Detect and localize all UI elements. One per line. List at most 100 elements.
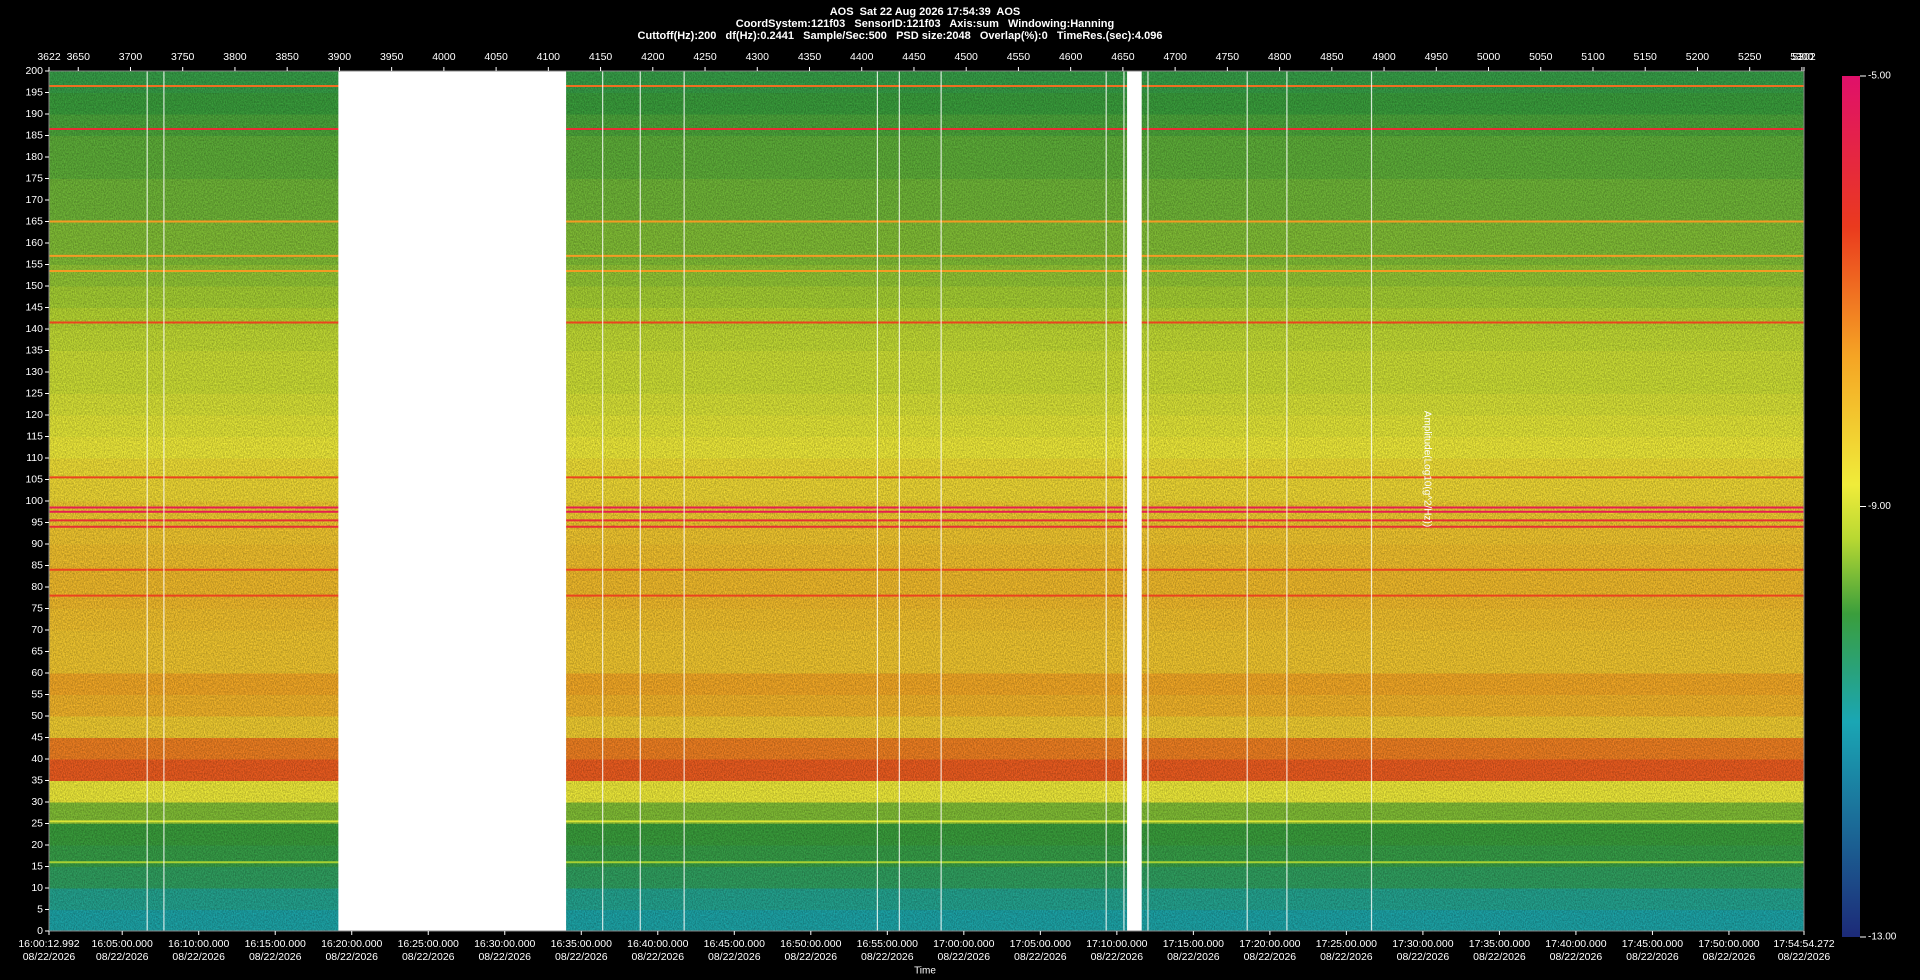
- y-tick-label: 70: [31, 624, 43, 636]
- x2-tick-label: 3622: [37, 51, 61, 63]
- x2-tick-label: 4700: [1163, 51, 1187, 63]
- x-tick-date: 08/22/2026: [785, 951, 838, 963]
- data-gap: [338, 71, 567, 931]
- x-tick-date: 08/22/2026: [555, 951, 608, 963]
- x-tick-date: 08/22/2026: [1244, 951, 1297, 963]
- x-tick-date: 08/22/2026: [1550, 951, 1603, 963]
- x2-tick-label: 4050: [484, 51, 508, 63]
- y-tick-label: 0: [37, 925, 43, 937]
- x2-tick-label: 4200: [641, 51, 665, 63]
- x-tick-date: 08/22/2026: [249, 951, 302, 963]
- y-tick-label: 80: [31, 581, 43, 593]
- y-tick-label: 35: [31, 774, 43, 786]
- x2-tick-label: 3800: [223, 51, 247, 63]
- y-tick-label: 90: [31, 538, 43, 550]
- x2-tick-label: 4600: [1059, 51, 1083, 63]
- x2-tick-label: 4450: [902, 51, 926, 63]
- y-tick-label: 140: [25, 323, 43, 335]
- x2-tick-label: 4750: [1216, 51, 1240, 63]
- x-tick-label: 16:40:00.000: [627, 938, 688, 950]
- x2-tick-label: 5250: [1738, 51, 1762, 63]
- y-tick-label: 115: [26, 430, 43, 442]
- y-tick-label: 145: [25, 301, 43, 313]
- x-tick-label: 16:55:00.000: [857, 938, 918, 950]
- y-tick-label: 65: [31, 645, 43, 657]
- x2-tick-label: 4550: [1007, 51, 1031, 63]
- x-tick-date: 08/22/2026: [1473, 951, 1526, 963]
- x2-tick-label: 4400: [850, 51, 874, 63]
- x2-tick-label: 5150: [1634, 51, 1658, 63]
- x-tick-label: 17:45:00.000: [1622, 938, 1683, 950]
- z-tick-label: -13.00: [1868, 932, 1897, 943]
- y-tick-label: 60: [31, 667, 43, 679]
- settings-line: Cuttoff(Hz):200 df(Hz):0.2441 Sample/Sec…: [638, 30, 1163, 42]
- y-tick-label: 180: [25, 151, 43, 163]
- y-tick-label: 110: [26, 452, 43, 464]
- x2-tick-label: 3900: [328, 51, 352, 63]
- x-tick-date: 08/22/2026: [708, 951, 761, 963]
- x2-tick-label: 5200: [1686, 51, 1710, 63]
- x2-tick-label: 3650: [67, 51, 91, 63]
- x-tick-label: 16:45:00.000: [704, 938, 765, 950]
- y-tick-label: 15: [31, 860, 43, 872]
- x-tick-label: 16:35:00.000: [551, 938, 612, 950]
- x-tick-label: 17:05:00.000: [1010, 938, 1071, 950]
- x2-tick-label: 3750: [171, 51, 195, 63]
- y-tick-label: 125: [25, 387, 43, 399]
- x-tick-date: 08/22/2026: [1397, 951, 1450, 963]
- y-tick-label: 130: [25, 366, 43, 378]
- x2-tick-label: 4150: [589, 51, 613, 63]
- x2-tick-label: 5050: [1529, 51, 1553, 63]
- x-tick-date: 08/22/2026: [402, 951, 455, 963]
- x2-tick-label: 5300: [1790, 51, 1814, 63]
- x-tick-date: 08/22/2026: [1626, 951, 1679, 963]
- z-axis-label: Amplitude(Log10(g^2/Hz)): [1421, 411, 1432, 527]
- y-tick-label: 20: [31, 839, 43, 851]
- x-tick-date: 08/22/2026: [1320, 951, 1373, 963]
- x-tick-date: 08/22/2026: [23, 951, 76, 963]
- x-tick-date: 08/22/2026: [1091, 951, 1144, 963]
- y-tick-label: 50: [31, 710, 43, 722]
- y-tick-label: 185: [25, 129, 43, 141]
- x2-tick-label: 4650: [1111, 51, 1135, 63]
- y-tick-label: 120: [25, 409, 43, 421]
- colorbar: [1842, 76, 1860, 937]
- data-gap: [1127, 71, 1142, 931]
- y-tick-label: 25: [31, 817, 43, 829]
- x-tick-date: 08/22/2026: [861, 951, 914, 963]
- y-tick-label: 5: [37, 903, 43, 915]
- x2-tick-label: 4950: [1425, 51, 1449, 63]
- x-tick-label: 16:05:00.000: [92, 938, 153, 950]
- x-tick-date: 08/22/2026: [1014, 951, 1067, 963]
- x-tick-label: 17:40:00.000: [1545, 938, 1606, 950]
- x-tick-label: 16:15:00.000: [245, 938, 306, 950]
- overlay: [49, 71, 1804, 931]
- x-tick-date: 08/22/2026: [1703, 951, 1756, 963]
- x-tick-date: 08/22/2026: [325, 951, 378, 963]
- x2-tick-label: 4800: [1268, 51, 1292, 63]
- y-tick-label: 195: [25, 86, 43, 98]
- x2-tick-label: 4300: [746, 51, 770, 63]
- x2-tick-label: 5302: [1792, 51, 1816, 63]
- z-tick-label: -5.00: [1868, 71, 1891, 82]
- z-tick-label: -9.00: [1868, 501, 1891, 512]
- y-tick-label: 165: [25, 215, 43, 227]
- x2-tick-label: 4500: [955, 51, 979, 63]
- x-tick-label: 17:30:00.000: [1392, 938, 1453, 950]
- x-tick-date: 08/22/2026: [96, 951, 149, 963]
- x-tick-date: 08/22/2026: [1167, 951, 1220, 963]
- x2-tick-label: 3850: [275, 51, 299, 63]
- y-tick-label: 45: [31, 731, 43, 743]
- y-tick-label: 160: [25, 237, 43, 249]
- x-tick-label: 16:30:00.000: [474, 938, 535, 950]
- y-tick-label: 200: [25, 65, 43, 77]
- x-tick-label: 17:10:00.000: [1086, 938, 1147, 950]
- x-tick-date: 08/22/2026: [632, 951, 685, 963]
- x-tick-date: 08/22/2026: [478, 951, 531, 963]
- x2-tick-label: 4100: [537, 51, 561, 63]
- x-tick-label: 17:25:00.000: [1316, 938, 1377, 950]
- x-tick-label: 17:20:00.000: [1239, 938, 1300, 950]
- y-tick-label: 100: [25, 495, 43, 507]
- subtitle: CoordSystem:121f03 SensorID:121f03 Axis:…: [736, 18, 1114, 30]
